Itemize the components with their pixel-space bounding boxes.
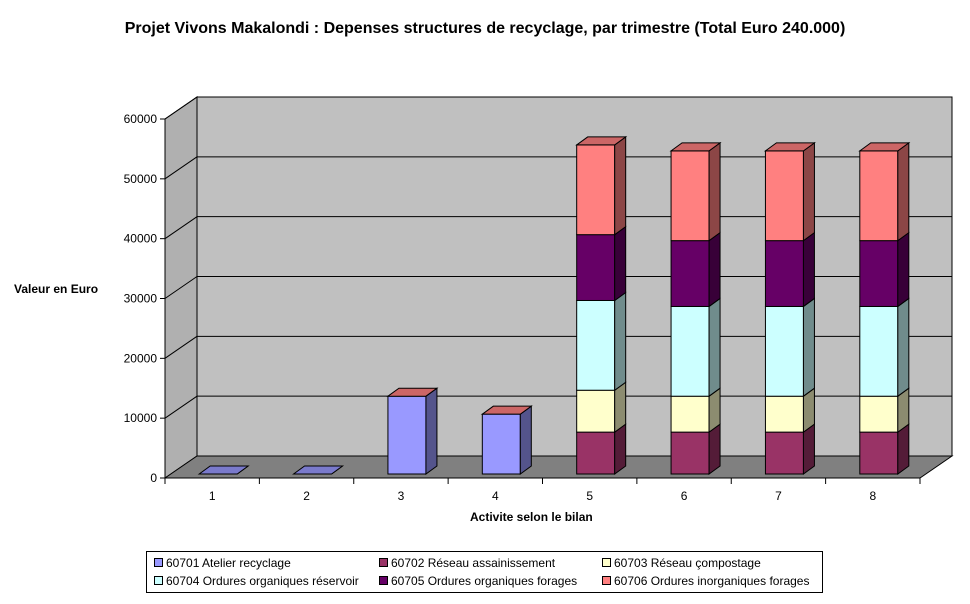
bar-segment [387, 395, 427, 475]
bar-side [708, 297, 721, 398]
bar-side [897, 231, 910, 308]
bar-segment [670, 150, 710, 242]
bar-side [708, 141, 721, 242]
bar-segment [576, 431, 616, 475]
x-tick-label: 8 [869, 489, 876, 503]
legend-item: 60703 Réseau çompostage [602, 555, 761, 571]
bar-segment [764, 150, 804, 242]
x-tick-label: 7 [775, 489, 782, 503]
bar-segment [859, 305, 899, 397]
bar-top [292, 465, 345, 475]
legend-item: 60705 Ordures organiques forages [379, 573, 577, 589]
bar-segment [859, 240, 899, 307]
bar-top [386, 387, 439, 397]
y-axis-label: Valeur en Euro [14, 282, 99, 296]
bar-side [614, 225, 627, 302]
bar-segment [576, 389, 616, 433]
bar-segment [670, 431, 710, 475]
x-tick-label: 5 [586, 489, 593, 503]
gridline-side [164, 276, 198, 299]
legend-swatch [379, 576, 388, 586]
chart-title: Projet Vivons Makalondi : Depenses struc… [124, 20, 846, 37]
legend-item: 60702 Réseau assainissement [379, 555, 555, 571]
bar-top [763, 142, 816, 152]
bar-side [614, 291, 627, 392]
bar-segment [859, 150, 899, 242]
legend-label: 60704 Ordures organiques réservoir [166, 574, 359, 588]
y-tick-label: 20000 [124, 351, 158, 365]
gridline-side [164, 156, 198, 180]
legend-swatch [602, 558, 611, 568]
gridline-side [164, 96, 198, 120]
x-tick-label: 4 [492, 489, 499, 503]
bar-top [197, 465, 250, 475]
legend-swatch [379, 558, 388, 568]
legend-item: 60701 Atelier recyclage [154, 555, 291, 571]
bar-side [897, 141, 910, 242]
legend-label: 60702 Réseau assainissement [391, 556, 556, 570]
legend-label: 60701 Atelier recyclage [166, 556, 291, 570]
bar-segment [670, 305, 710, 397]
bar-side [614, 135, 627, 236]
x-tick-label: 1 [209, 489, 216, 503]
bar-segment [670, 240, 710, 307]
bar-side [802, 423, 815, 475]
y-tick-label: 40000 [124, 232, 158, 246]
bar-top [480, 405, 533, 415]
bar-segment [764, 431, 804, 475]
bar-top [669, 142, 722, 152]
bar-side [802, 141, 815, 242]
y-tick-label: 10000 [124, 411, 158, 425]
gridline-side [164, 335, 198, 359]
legend-swatch [154, 558, 163, 568]
bar-segment [859, 431, 899, 475]
legend: 60701 Atelier recyclage 60702 Réseau assa… [146, 551, 823, 593]
gridline-side [164, 395, 198, 419]
bar-side [802, 231, 815, 308]
x-tick-label: 6 [681, 489, 688, 503]
bar-segment [859, 395, 899, 433]
y-tick-label: 0 [150, 471, 157, 485]
legend-label: 60706 Ordures inorganiques forages [614, 574, 810, 588]
y-tick-label: 30000 [124, 292, 158, 306]
x-tick-label: 3 [398, 489, 405, 503]
bar-top [575, 136, 628, 146]
bar-side [614, 381, 627, 434]
bar-side [614, 423, 627, 475]
bar-side [708, 423, 721, 475]
bar-side [519, 405, 532, 475]
y-tick-label: 60000 [124, 112, 158, 126]
legend-item: 60704 Ordures organiques réservoir [154, 573, 359, 589]
bar-segment [576, 234, 616, 301]
bar-segment [764, 305, 804, 397]
bar-side [897, 297, 910, 398]
bar-top [858, 142, 911, 152]
legend-swatch [154, 576, 163, 586]
floor [163, 455, 954, 479]
bar-side [425, 387, 438, 475]
legend-label: 60703 Réseau çompostage [614, 556, 761, 570]
bar-segment [481, 413, 521, 475]
bar-side [897, 423, 910, 475]
bar-side [708, 231, 721, 308]
bar-segment [764, 240, 804, 307]
bar-segment [576, 144, 616, 236]
x-axis-label: Activite selon le bilan [470, 510, 593, 524]
gridline-side [164, 216, 198, 240]
bar-segment [764, 395, 804, 433]
x-tick-label: 2 [303, 489, 310, 503]
bar-side [802, 297, 815, 398]
bar-segment [670, 395, 710, 433]
legend-swatch [602, 576, 611, 586]
legend-label: 60705 Ordures organiques forages [391, 574, 578, 588]
legend-item: 60706 Ordures inorganiques forages [602, 573, 809, 589]
bar-segment [576, 299, 616, 391]
y-tick-label: 50000 [124, 172, 158, 186]
